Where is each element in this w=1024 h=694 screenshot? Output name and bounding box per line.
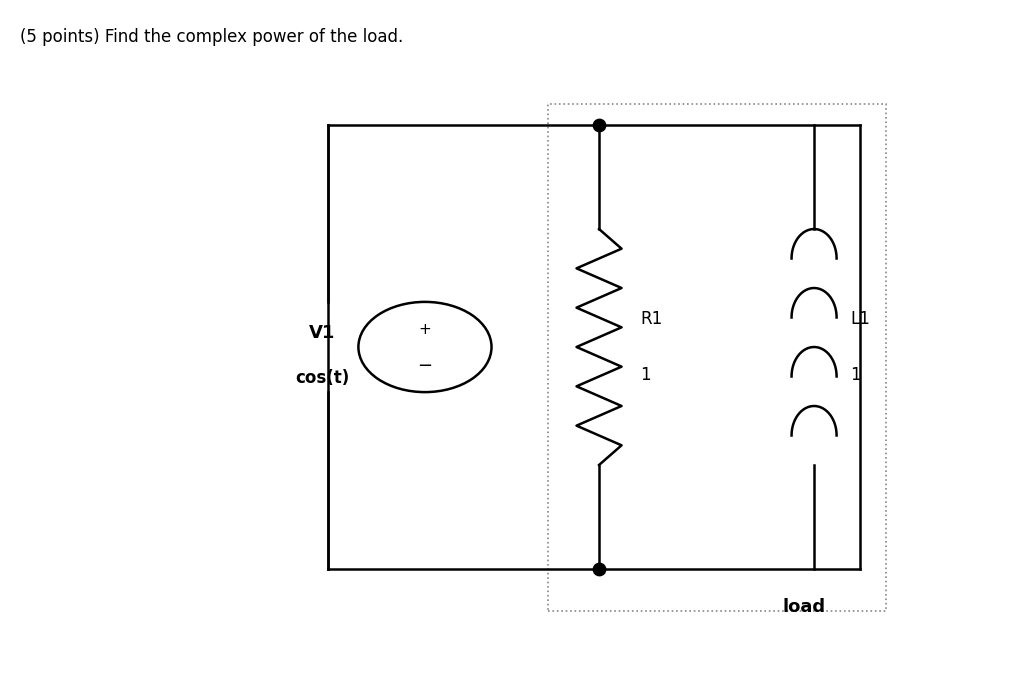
Text: (5 points) Find the complex power of the load.: (5 points) Find the complex power of the… bbox=[20, 28, 403, 46]
Point bbox=[591, 119, 607, 130]
Text: 1: 1 bbox=[640, 366, 650, 384]
Text: +: + bbox=[419, 322, 431, 337]
Text: 1: 1 bbox=[850, 366, 860, 384]
Text: R1: R1 bbox=[640, 310, 663, 328]
Text: load: load bbox=[782, 598, 825, 616]
Text: V1: V1 bbox=[309, 324, 336, 342]
Text: cos(t): cos(t) bbox=[296, 369, 349, 387]
Text: −: − bbox=[418, 357, 432, 375]
Point bbox=[591, 564, 607, 575]
Text: L1: L1 bbox=[850, 310, 869, 328]
